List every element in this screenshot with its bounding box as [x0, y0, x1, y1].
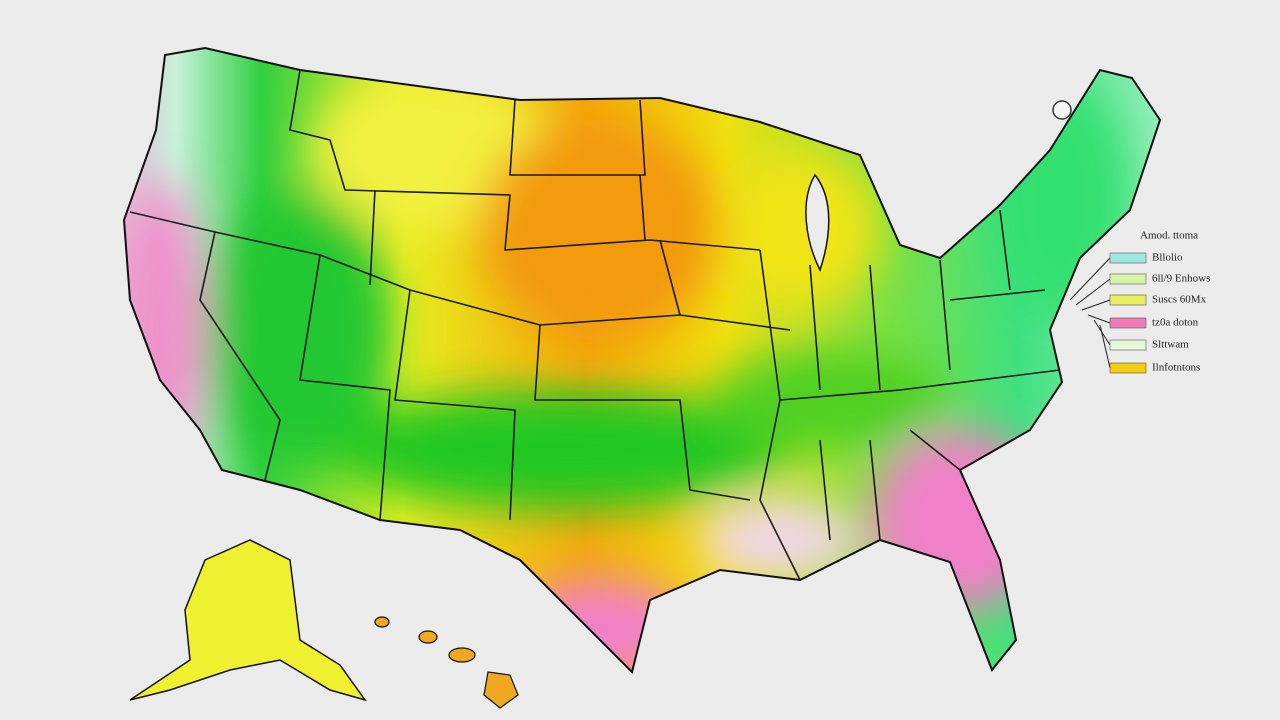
- legend: Amod. ttoma Bllolio 6ll/9 Enhows Suscs 60M…: [1069, 230, 1210, 374]
- state-lines: [129, 69, 1061, 581]
- leader-line: [1069, 257, 1111, 301]
- legend-swatch: [1109, 273, 1147, 285]
- legend-swatch: [1109, 339, 1147, 351]
- leader-line: [1087, 314, 1111, 324]
- legend-swatch: [1109, 362, 1147, 374]
- marker: [1052, 100, 1072, 120]
- leader-line: [1099, 324, 1111, 369]
- legend-title: Amod. ttoma: [1140, 230, 1198, 242]
- legend-label: Suscs 60Mx: [1152, 294, 1207, 306]
- hawaii: [374, 616, 519, 709]
- leader-line: [1075, 278, 1111, 306]
- legend-label: Bllolio: [1152, 252, 1183, 264]
- legend-swatch: [1109, 294, 1147, 306]
- leader-line: [1081, 299, 1111, 311]
- lake-michigan: [805, 173, 830, 272]
- legend-swatch: [1109, 252, 1147, 264]
- legend-label: tz0a doton: [1152, 317, 1199, 329]
- legend-label: Ilnfotntons: [1152, 362, 1200, 374]
- legend-swatch: [1109, 317, 1147, 329]
- legend-label: Slttwam: [1152, 339, 1189, 351]
- legend-label: 6ll/9 Enhows: [1152, 273, 1210, 285]
- alaska: [129, 539, 367, 702]
